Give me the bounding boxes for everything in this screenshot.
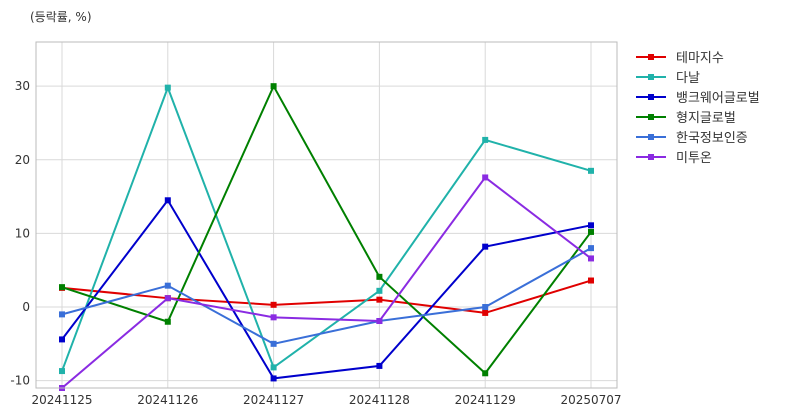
legend-marker <box>648 134 654 140</box>
x-tick-label: 20241129 <box>455 393 516 407</box>
legend-label: 뱅크웨어글로벌 <box>676 91 760 106</box>
legend-item: 한국정보인증 <box>636 131 748 146</box>
series-line <box>61 279 592 314</box>
y-axis-ticks: -10 0 10 20 30 <box>10 79 30 387</box>
legend-marker <box>648 94 654 100</box>
legend-item: 뱅크웨어글로벌 <box>636 91 760 106</box>
data-point <box>164 318 171 325</box>
legend-item: 미투온 <box>636 151 712 166</box>
x-tick-label: 20250707 <box>560 393 621 407</box>
series-3 <box>59 197 594 382</box>
y-tick-label: 10 <box>15 226 30 240</box>
data-point <box>588 167 594 174</box>
data-point <box>270 314 277 321</box>
legend-item: 다날 <box>636 71 700 86</box>
series-2 <box>59 84 594 375</box>
series-line <box>61 247 592 345</box>
data-point <box>164 84 171 91</box>
y-unit-label: (등락률, %) <box>30 10 92 24</box>
x-tick-label: 20241125 <box>31 393 92 407</box>
legend-marker <box>648 74 654 80</box>
data-point <box>588 277 594 284</box>
series-6 <box>59 174 594 391</box>
series-line <box>61 198 592 380</box>
data-point <box>376 287 383 294</box>
data-point <box>164 295 171 302</box>
data-point <box>59 368 65 375</box>
legend-marker <box>648 154 654 160</box>
y-tick-label: -10 <box>10 374 30 388</box>
series-4 <box>59 83 594 377</box>
x-tick-label: 20241126 <box>137 393 198 407</box>
data-point <box>270 375 277 382</box>
data-point <box>270 364 277 371</box>
y-tick-label: 30 <box>15 79 30 93</box>
data-point <box>59 311 65 318</box>
legend-label: 테마지수 <box>676 51 724 66</box>
series-lines <box>59 83 594 391</box>
y-tick-label: 20 <box>15 153 30 167</box>
x-axis-ticks: 20241125 20241126 20241127 20241128 20241129… <box>31 393 621 407</box>
data-point <box>482 304 489 311</box>
series-line <box>61 84 592 372</box>
data-point <box>270 301 277 308</box>
series-line <box>61 176 592 389</box>
data-point <box>588 245 594 252</box>
data-point <box>482 174 489 181</box>
data-point <box>59 336 65 343</box>
data-point <box>482 370 489 377</box>
data-point <box>376 273 383 280</box>
legend-marker <box>648 54 654 60</box>
data-point <box>270 83 277 90</box>
legend-label: 형지글로벌 <box>676 111 736 126</box>
data-point <box>376 362 383 369</box>
data-point <box>588 222 594 229</box>
legend-item: 테마지수 <box>636 51 724 66</box>
data-point <box>270 340 277 347</box>
data-point <box>376 296 383 303</box>
grid-lines <box>36 42 617 388</box>
data-point <box>376 318 383 325</box>
legend-label: 다날 <box>676 71 700 86</box>
plot-frame <box>35 41 618 389</box>
data-point <box>588 255 594 262</box>
legend-item: 형지글로벌 <box>636 111 736 126</box>
legend-label: 미투온 <box>676 151 712 166</box>
data-point <box>164 197 171 204</box>
data-point <box>482 243 489 250</box>
data-point <box>59 284 65 291</box>
x-tick-label: 20241127 <box>243 393 304 407</box>
data-point <box>482 136 489 143</box>
legend-label: 한국정보인증 <box>676 131 748 146</box>
legend-marker <box>648 114 654 120</box>
y-tick-label: 0 <box>22 300 30 314</box>
data-point <box>588 228 594 235</box>
data-point <box>482 309 489 316</box>
series-1 <box>59 277 594 316</box>
series-line <box>61 83 592 375</box>
x-tick-label: 20241128 <box>349 393 410 407</box>
data-point <box>164 282 171 289</box>
